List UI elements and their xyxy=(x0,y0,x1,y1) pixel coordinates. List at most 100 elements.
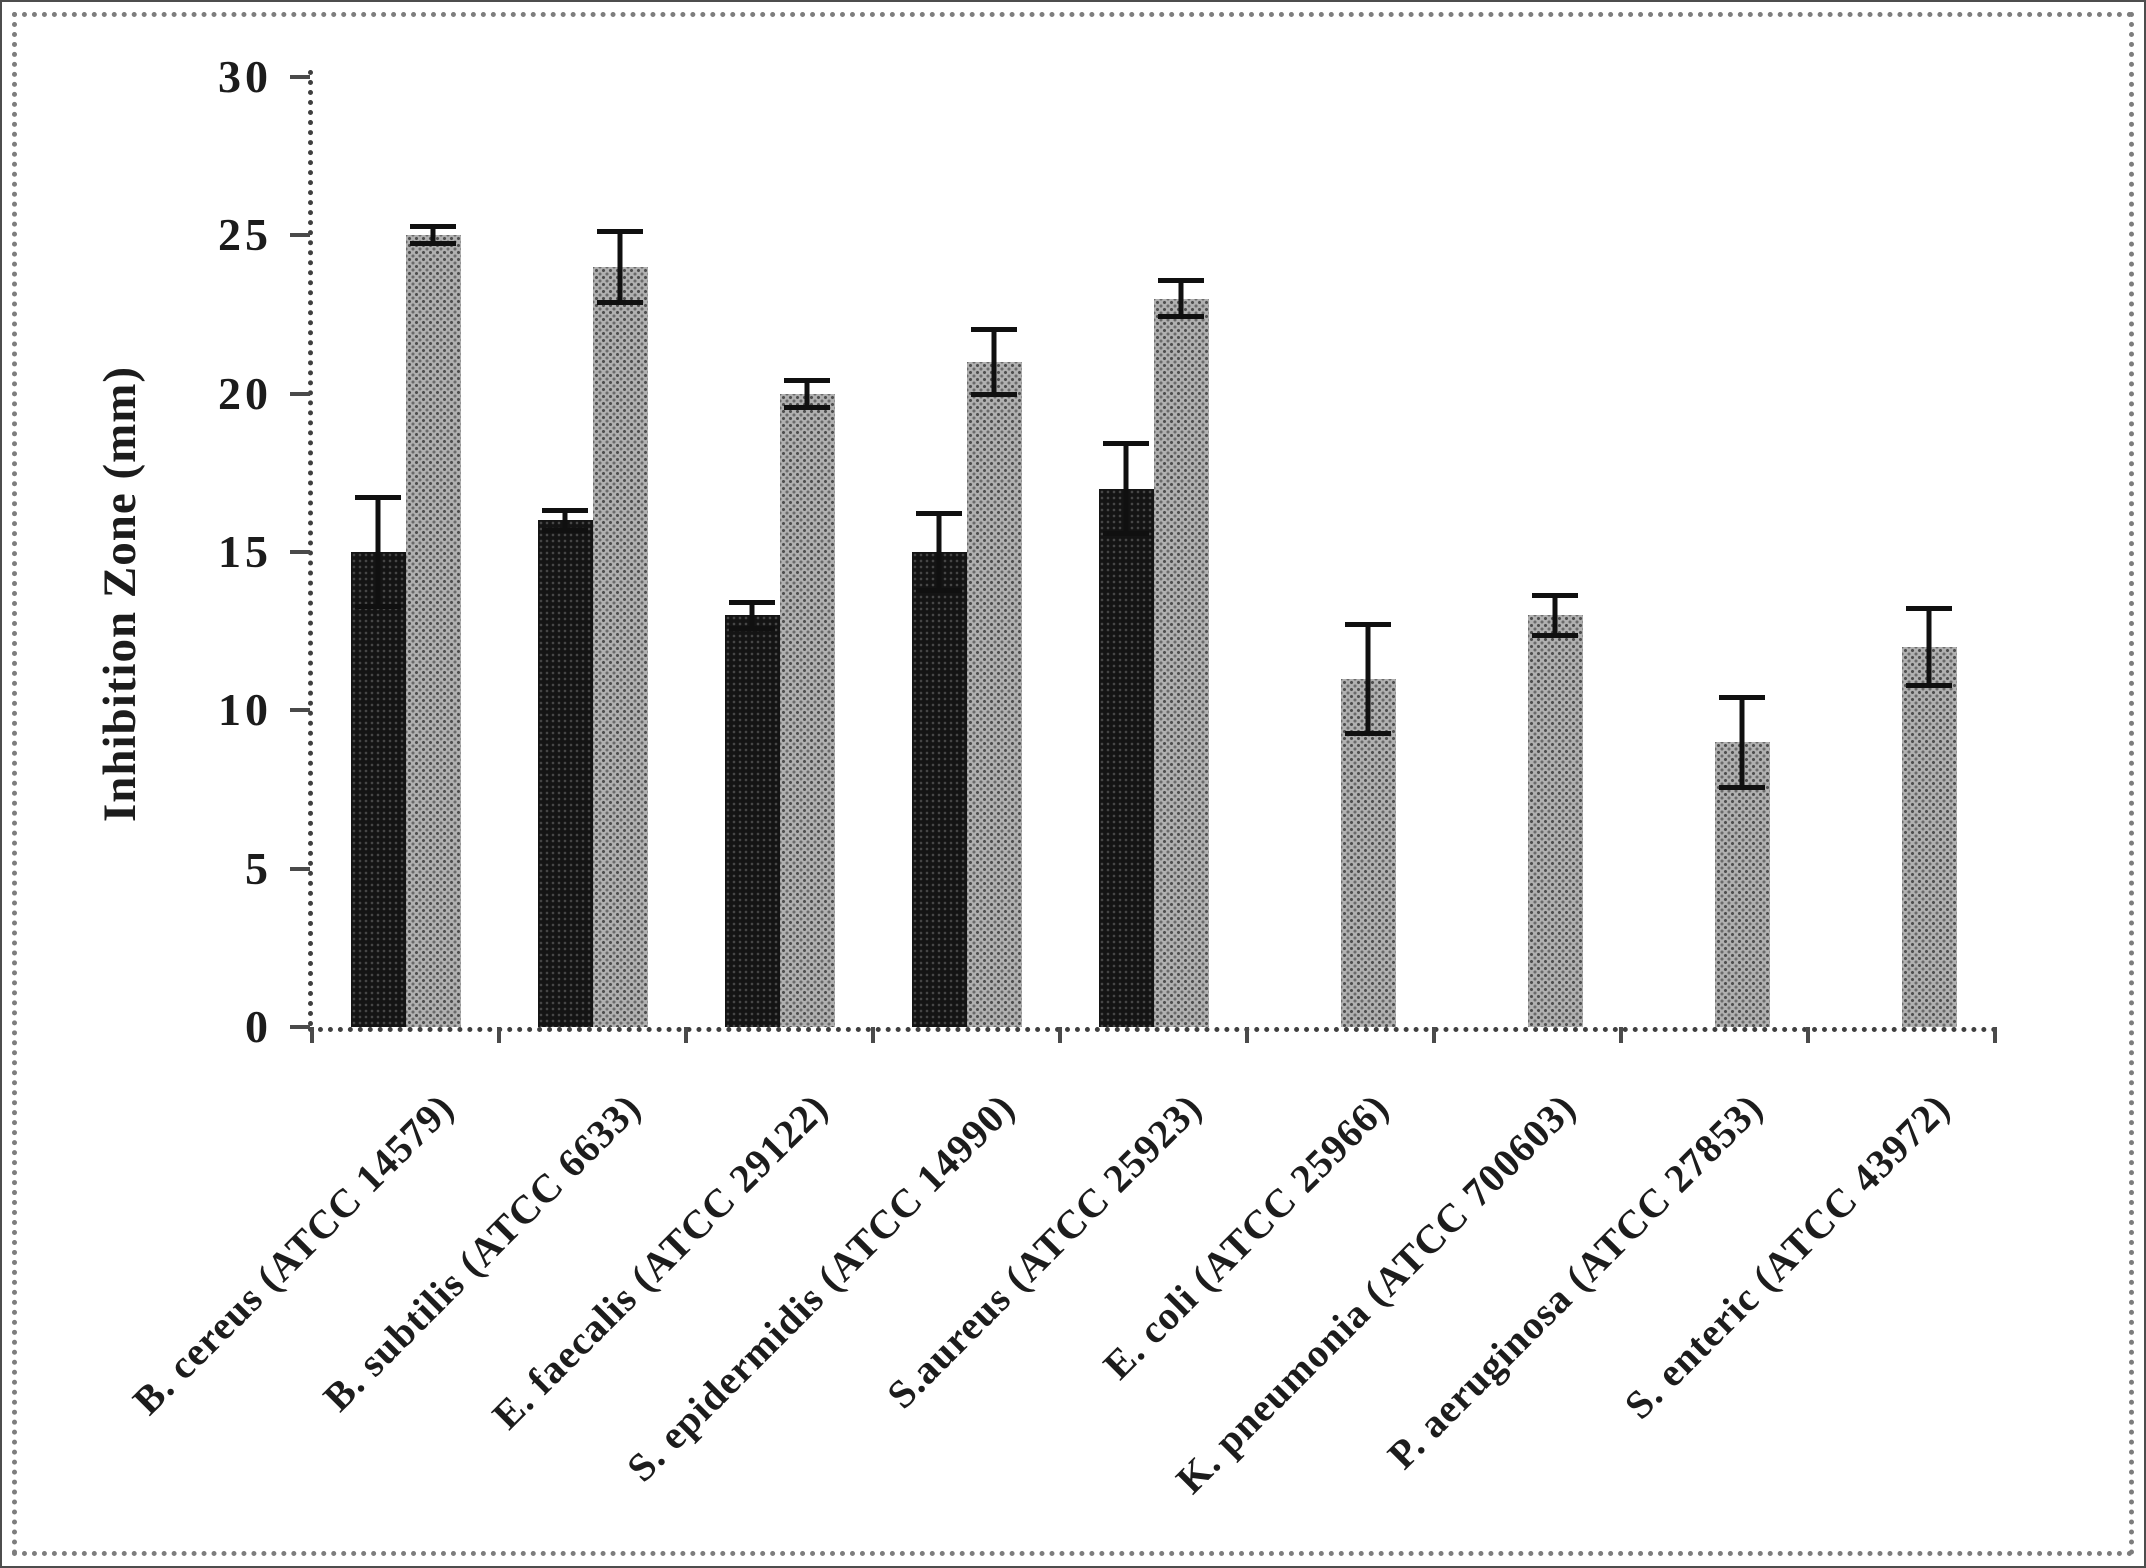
category-slot-2 xyxy=(499,77,686,1027)
error-bar-cap-top xyxy=(355,495,401,500)
category-slot-7 xyxy=(1434,77,1621,1027)
x-tick-6 xyxy=(1432,1027,1436,1043)
error-bar-cap-top xyxy=(542,507,588,513)
error-bar-line xyxy=(1123,441,1129,537)
gray-bar-5 xyxy=(1153,298,1209,1027)
x-tick-9 xyxy=(1993,1027,1997,1043)
error-bar-cap-top xyxy=(1103,441,1149,447)
gray-bar-9 xyxy=(1901,647,1957,1027)
error-bar-cap-bottom xyxy=(1532,632,1578,638)
category-slot-8 xyxy=(1621,77,1808,1027)
error-bar xyxy=(971,327,1017,397)
dark-bar-1 xyxy=(350,552,406,1027)
error-bar xyxy=(1719,694,1765,790)
error-bar-cap-bottom xyxy=(1158,314,1204,320)
y-tick-30 xyxy=(290,75,310,79)
error-bar-line xyxy=(1178,278,1184,320)
error-bar-line xyxy=(1926,605,1932,689)
category-slot-5 xyxy=(1060,77,1247,1027)
error-bar-cap-top xyxy=(597,229,643,234)
x-axis-line xyxy=(308,1027,1998,1032)
dark-bar-5 xyxy=(1098,488,1154,1027)
error-bar-line xyxy=(749,599,755,632)
error-bar-line xyxy=(936,510,942,594)
error-bar-line xyxy=(1552,593,1558,638)
error-bar xyxy=(542,507,588,533)
error-bar-cap-top xyxy=(1719,694,1765,700)
error-bar-cap-top xyxy=(1345,621,1391,627)
category-slot-1 xyxy=(312,77,499,1027)
error-bar-cap-top xyxy=(1158,278,1204,284)
y-tick-label-10: 10 xyxy=(218,684,272,736)
error-bar-cap-top xyxy=(784,377,830,383)
gray-bar-1 xyxy=(405,235,461,1027)
y-tick-15 xyxy=(290,550,310,554)
y-tick-5 xyxy=(290,866,310,871)
error-bar-cap-bottom xyxy=(542,528,588,533)
error-bar-cap-bottom xyxy=(410,241,456,247)
error-bar xyxy=(784,377,830,410)
y-tick-label-0: 0 xyxy=(245,1001,272,1052)
dark-bar-3 xyxy=(724,615,780,1027)
error-bar-cap-bottom xyxy=(971,391,1017,397)
error-bar-cap-bottom xyxy=(597,300,643,305)
category-slot-4 xyxy=(873,77,1060,1027)
error-bar-cap-bottom xyxy=(784,404,830,410)
error-bar-cap-top xyxy=(729,599,775,605)
x-tick-4 xyxy=(1058,1027,1062,1043)
error-bar-cap-bottom xyxy=(916,588,962,594)
gray-bar-6 xyxy=(1340,678,1396,1027)
error-bar-cap-bottom xyxy=(1345,730,1391,736)
gray-bar-2 xyxy=(592,267,648,1027)
category-slot-6 xyxy=(1247,77,1434,1027)
gray-bar-4 xyxy=(966,362,1022,1027)
gray-bar-3 xyxy=(779,393,835,1027)
y-tick-label-25: 25 xyxy=(218,209,272,261)
gray-bar-8 xyxy=(1714,742,1770,1027)
y-tick-20 xyxy=(290,391,310,396)
y-axis-title: Inhibition Zone (mm) xyxy=(94,365,146,823)
error-bar-cap-top xyxy=(1532,593,1578,599)
error-bar-cap-top xyxy=(916,510,962,516)
gray-bar-7 xyxy=(1527,615,1583,1027)
x-tick-2 xyxy=(684,1027,688,1043)
x-category-label-2: B. subtilis (ATCC 6633) xyxy=(313,1084,650,1420)
error-bar-cap-bottom xyxy=(1906,683,1952,689)
y-tick-label-15: 15 xyxy=(218,526,272,577)
error-bar xyxy=(1103,441,1149,537)
error-bar-line xyxy=(991,327,997,397)
error-bar-line xyxy=(617,229,623,305)
dark-bar-4 xyxy=(911,552,967,1027)
y-tick-label-20: 20 xyxy=(218,367,272,419)
error-bar-cap-top xyxy=(410,224,456,230)
y-tick-label-5: 5 xyxy=(245,842,272,894)
x-tick-1 xyxy=(497,1027,501,1043)
error-bar-cap-top xyxy=(971,327,1017,333)
error-bar-line xyxy=(1365,621,1371,736)
error-bar-line xyxy=(430,224,436,247)
error-bar xyxy=(1906,605,1952,689)
error-bar-cap-top xyxy=(1906,605,1952,611)
error-bar-line xyxy=(375,495,381,609)
error-bar-line xyxy=(562,507,568,533)
category-slot-3 xyxy=(686,77,873,1027)
error-bar xyxy=(597,229,643,305)
error-bar-cap-bottom xyxy=(1719,784,1765,790)
plot-area xyxy=(312,77,1995,1027)
x-tick-0 xyxy=(310,1027,314,1043)
error-bar xyxy=(1532,593,1578,638)
dark-bar-2 xyxy=(537,520,593,1027)
error-bar-line xyxy=(1739,694,1745,790)
x-tick-5 xyxy=(1245,1027,1249,1043)
error-bar xyxy=(1345,621,1391,736)
x-tick-3 xyxy=(871,1027,875,1043)
error-bar xyxy=(916,510,962,594)
error-bar xyxy=(729,599,775,632)
error-bar xyxy=(355,495,401,609)
category-slot-9 xyxy=(1808,77,1995,1027)
error-bar xyxy=(1158,278,1204,320)
x-tick-7 xyxy=(1619,1027,1623,1043)
error-bar-cap-bottom xyxy=(729,626,775,632)
y-tick-25 xyxy=(290,233,310,238)
